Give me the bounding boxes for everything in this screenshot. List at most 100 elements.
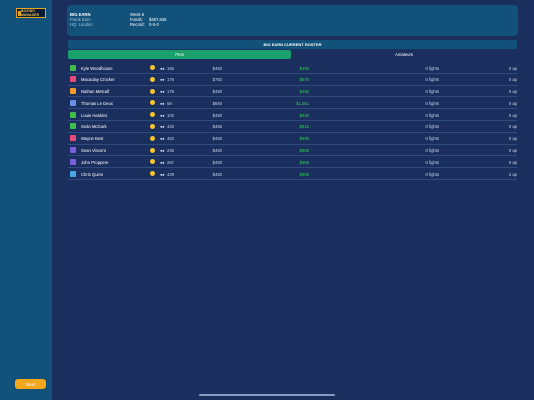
boxing-glove-icon: [18, 11, 21, 16]
logo-line-2: MANAGER: [21, 13, 40, 17]
boxer-fee: $450: [212, 159, 222, 165]
boxer-fee: $450: [212, 171, 222, 177]
roster-title: BIG EARN CURRENT ROSTER: [68, 40, 517, 49]
table-row[interactable]: Sean Vincent ●● 235 $450 $685 0 fights 0 ap: [68, 145, 517, 157]
table-row[interactable]: John Proppere ●● 267 $450 $556 0 fights 0 ap: [68, 156, 517, 169]
boxer-fights: 0 fights: [425, 171, 439, 177]
people-icon: ●●: [160, 159, 165, 165]
boxer-name: Sean Vincent: [81, 148, 106, 154]
next-button[interactable]: Next: [15, 379, 46, 389]
boxer-fee: $466: [212, 124, 222, 130]
boxer-earnings: $526: [299, 112, 309, 118]
record-value: 0-0-0: [149, 22, 159, 27]
roster-list: Kyle Woodhouse ●● 165 $450 $450 0 fights 0 ap M…: [68, 62, 517, 180]
boxer-avatar: [70, 111, 76, 118]
boxer-avatar: [70, 99, 76, 106]
gym-stat-values: $487,635 0-0-0: [149, 12, 166, 27]
boxer-fights: 0 fights: [425, 124, 439, 130]
main-panel: BIG EARN Frank Earn HQ: London Week 6 Fu…: [52, 0, 534, 400]
logo-line-1: BOXING: [21, 9, 35, 13]
mood-face-icon: [150, 147, 155, 153]
boxer-ap: 0 ap: [508, 159, 517, 165]
table-row[interactable]: Chris Quinn ●● 429 $450 $500 0 fights 2 ap: [68, 168, 517, 180]
boxer-earnings: $556: [299, 159, 309, 165]
people-icon: ●●: [160, 124, 165, 130]
people-icon: ●●: [160, 148, 165, 154]
boxer-avatar: [70, 64, 76, 71]
boxer-fee: $450: [212, 112, 222, 118]
gym-identity: BIG EARN Frank Earn HQ: London: [70, 12, 93, 27]
boxer-fee: $450: [212, 148, 222, 154]
boxer-name: Wayne Best: [81, 136, 104, 142]
table-row[interactable]: Wayne Best ●● 462 $450 $590 0 fights 0 ap: [68, 133, 517, 145]
manager-name: Frank Earn: [70, 17, 91, 22]
roster-tabs: Pros Amateurs: [68, 50, 517, 59]
boxer-avatar: [70, 135, 76, 142]
mood-face-icon: [150, 123, 155, 129]
boxer-earnings: $876: [299, 77, 309, 83]
boxer-earnings: $1,051: [296, 100, 309, 106]
people-icon: ●●: [160, 171, 165, 177]
boxer-rating: 429: [167, 171, 174, 177]
boxer-ap: 0 ap: [508, 112, 517, 118]
boxer-rating: 178: [167, 89, 174, 95]
gym-name: BIG EARN: [70, 12, 91, 17]
boxer-ap: 0 ap: [508, 100, 517, 106]
boxer-ap: 0 ap: [508, 136, 517, 142]
gym-stat-labels: Week 6 Funds: Record:: [130, 12, 145, 27]
boxer-rating: 165: [167, 65, 174, 71]
boxer-ap: 0 ap: [508, 148, 517, 154]
record-label: Record:: [130, 22, 145, 27]
boxer-avatar: [70, 88, 76, 95]
table-row[interactable]: Kyle Woodhouse ●● 165 $450 $450 0 fights 0 ap: [68, 62, 517, 74]
boxer-ap: 0 ap: [508, 89, 517, 95]
boxer-earnings: $616: [299, 124, 309, 130]
people-icon: ●●: [160, 100, 165, 106]
mood-face-icon: [150, 171, 155, 177]
mood-face-icon: [150, 76, 155, 82]
table-row[interactable]: Nathan Metcalf ●● 178 $450 $450 0 fights 0 ap: [68, 86, 517, 98]
funds-value: $487,635: [149, 17, 167, 22]
boxer-avatar: [70, 147, 76, 154]
boxer-earnings: $685: [299, 148, 309, 154]
boxer-fights: 0 fights: [425, 65, 439, 71]
mood-face-icon: [150, 65, 155, 70]
boxer-fights: 0 fights: [425, 136, 439, 142]
people-icon: ●●: [160, 112, 165, 118]
boxer-name: Chris Quinn: [81, 171, 104, 177]
tab-amateurs[interactable]: Amateurs: [291, 50, 517, 59]
boxer-name: John Proppere: [81, 159, 109, 165]
boxer-name: Kyle Woodhouse: [81, 65, 113, 71]
boxer-rating: 176: [167, 77, 174, 83]
table-row[interactable]: Louie Haskins ●● 102 $450 $526 0 fights 0 ap: [68, 109, 517, 121]
funds-label: Funds:: [130, 17, 143, 22]
boxer-avatar: [70, 170, 76, 177]
boxer-ap: 2 ap: [508, 171, 517, 177]
boxer-fee: $450: [212, 89, 222, 95]
boxer-earnings: $450: [299, 65, 309, 71]
mood-face-icon: [150, 100, 155, 106]
boxer-rating: 267: [167, 159, 174, 165]
boxer-rating: 58: [167, 100, 172, 106]
boxer-ap: 0 ap: [508, 65, 517, 71]
boxer-fee: $782: [212, 77, 222, 83]
boxer-earnings: $500: [299, 171, 309, 177]
boxer-name: Seán McGurk: [81, 124, 107, 130]
sidebar: BOXING MANAGER Next: [0, 0, 52, 400]
app-logo: BOXING MANAGER: [16, 8, 46, 18]
boxer-fights: 0 fights: [425, 89, 439, 95]
boxer-rating: 426: [167, 124, 174, 130]
table-row[interactable]: Seán McGurk ●● 426 $466 $616 0 fights 0 ap: [68, 121, 517, 133]
tab-pros[interactable]: Pros: [68, 50, 291, 59]
people-icon: ●●: [160, 77, 165, 83]
boxer-fights: 0 fights: [425, 148, 439, 154]
boxer-name: Nathan Metcalf: [81, 89, 110, 95]
boxer-name: Thomas Le Deux: [81, 100, 113, 106]
boxer-fights: 0 fights: [425, 100, 439, 106]
boxer-rating: 235: [167, 148, 174, 154]
boxer-ap: 0 ap: [508, 124, 517, 130]
gym-info-card: BIG EARN Frank Earn HQ: London Week 6 Fu…: [67, 5, 518, 36]
gym-hq: HQ: London: [70, 22, 93, 27]
table-row[interactable]: Thomas Le Deux ●● 58 $840 $1,051 0 fights 0 ap: [68, 97, 517, 110]
table-row[interactable]: Macaulay Crocker ●● 176 $782 $876 0 fights 0 a…: [68, 74, 517, 86]
